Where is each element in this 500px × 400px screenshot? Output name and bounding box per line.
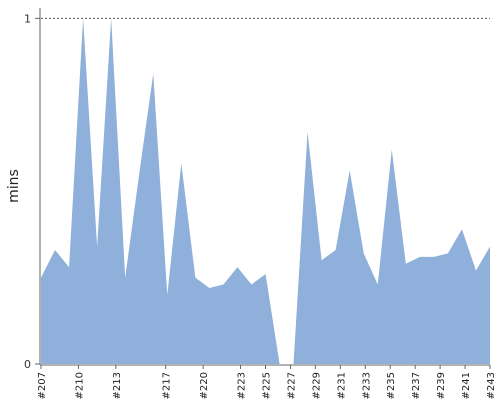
x-tick-label: #213: [112, 372, 123, 399]
y-tick-label: 1: [24, 12, 31, 25]
x-tick-label: #239: [436, 372, 447, 399]
y-axis-title: mins: [6, 169, 22, 203]
x-tick-label: #207: [37, 372, 48, 399]
y-ticks: 01: [24, 12, 40, 371]
plot-area: [41, 17, 490, 365]
y-tick-label: 0: [24, 358, 31, 371]
x-tick-label: #220: [199, 372, 210, 399]
x-tick-label: #231: [336, 372, 347, 399]
series-area: [41, 18, 490, 365]
x-tick-label: #237: [411, 372, 422, 399]
x-tick-label: #235: [386, 372, 397, 399]
x-tick-label: #233: [361, 372, 372, 399]
x-tick-label: #217: [162, 372, 173, 399]
x-ticks: #207 #210 #213 #217 #220 #223 #225 #227 #229 #231…: [37, 365, 497, 399]
x-tick-label: #241: [461, 372, 472, 399]
x-tick-label: #225: [262, 372, 273, 399]
x-tick-label: #223: [237, 372, 248, 399]
x-tick-label: #227: [286, 372, 297, 399]
x-tick-label: #243: [486, 372, 497, 399]
x-tick-label: #210: [74, 372, 85, 399]
x-tick-label: #229: [311, 372, 322, 399]
